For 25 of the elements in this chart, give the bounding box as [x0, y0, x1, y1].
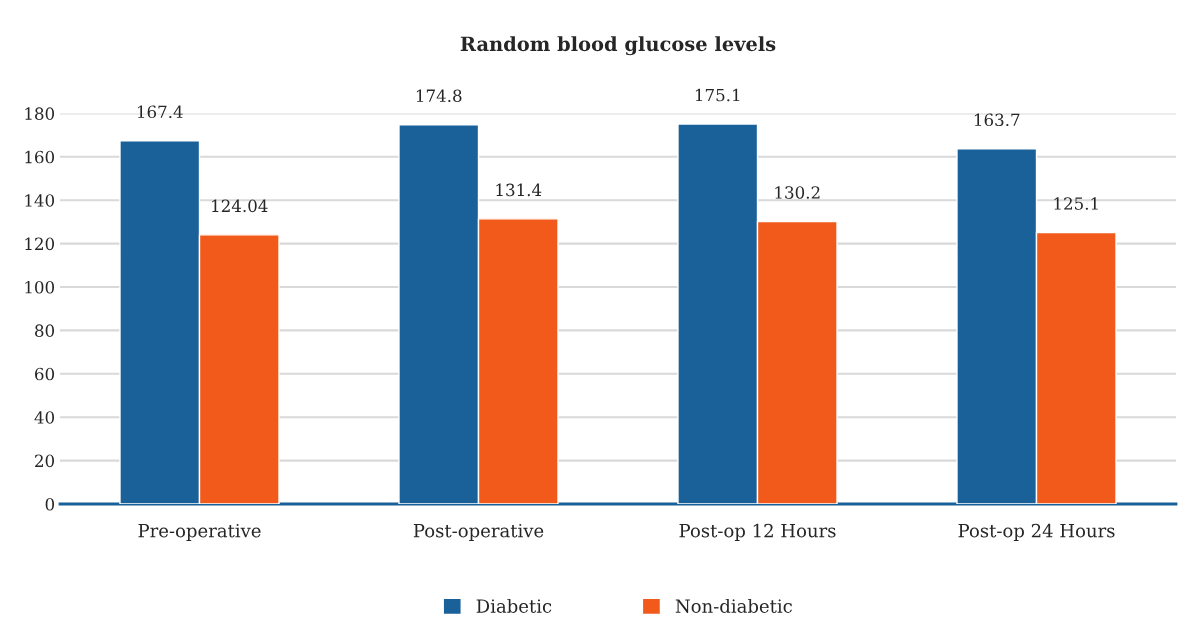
- data-label: 175.1: [695, 88, 740, 102]
- data-label: 131.4: [496, 183, 542, 197]
- data-label: 167.4: [137, 105, 183, 119]
- x-tick-label: Pre-operative: [138, 523, 261, 541]
- x-tick-label: Post-op 12 Hours: [679, 523, 836, 541]
- y-tick-label: 20: [35, 454, 55, 468]
- y-tick-label: 80: [35, 324, 55, 337]
- y-tick-label: 40: [34, 411, 55, 424]
- y-tick-label: 180: [25, 107, 55, 120]
- y-tick-label: 60: [35, 367, 55, 381]
- y-tick-label: 140: [25, 194, 55, 207]
- y-tick-label: 160: [25, 150, 55, 164]
- data-label: 124.04: [212, 199, 268, 213]
- y-tick-label: 0: [45, 497, 55, 511]
- data-label: 125.1: [1054, 197, 1098, 210]
- data-label: 130.2: [775, 186, 820, 199]
- x-tick-label: Post-op 24 Hours: [958, 523, 1115, 541]
- y-tick-label: 120: [25, 237, 55, 251]
- y-tick-label: 100: [25, 280, 55, 294]
- chart-title: Random blood glucose levels: [460, 36, 776, 56]
- legend-label: Diabetic: [476, 598, 552, 613]
- data-label: 174.8: [416, 89, 462, 103]
- x-tick-label: Post-operative: [413, 523, 544, 541]
- data-label: 163.7: [974, 113, 1020, 127]
- legend-label: Non-diabetic: [675, 598, 792, 613]
